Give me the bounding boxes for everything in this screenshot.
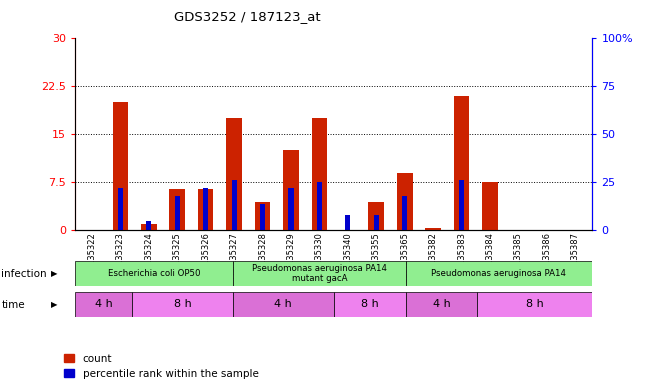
Bar xyxy=(146,221,152,230)
Legend: count, percentile rank within the sample: count, percentile rank within the sample xyxy=(64,354,258,379)
Text: 8 h: 8 h xyxy=(526,299,544,310)
Text: time: time xyxy=(1,300,25,310)
Bar xyxy=(283,151,299,230)
Bar xyxy=(312,118,327,230)
Bar xyxy=(118,188,123,230)
Bar xyxy=(374,215,379,230)
Bar xyxy=(141,224,157,230)
Bar xyxy=(198,189,214,230)
Text: 4 h: 4 h xyxy=(432,299,450,310)
Bar xyxy=(174,196,180,230)
Bar xyxy=(477,292,592,317)
Bar xyxy=(169,189,185,230)
Text: Pseudomonas aeruginosa PA14: Pseudomonas aeruginosa PA14 xyxy=(432,269,566,278)
Bar xyxy=(406,261,592,286)
Bar xyxy=(454,96,469,230)
Bar xyxy=(425,228,441,230)
Text: GDS3252 / 187123_at: GDS3252 / 187123_at xyxy=(174,10,321,23)
Bar xyxy=(402,196,408,230)
Bar xyxy=(233,261,406,286)
Bar xyxy=(459,180,464,230)
Bar xyxy=(75,292,132,317)
Text: 8 h: 8 h xyxy=(361,299,378,310)
Bar xyxy=(345,215,350,230)
Bar xyxy=(333,292,406,317)
Bar xyxy=(317,182,322,230)
Bar xyxy=(482,182,498,230)
Text: ▶: ▶ xyxy=(51,300,57,309)
Text: ▶: ▶ xyxy=(51,269,57,278)
Bar xyxy=(113,103,128,230)
Bar xyxy=(203,188,208,230)
Text: 8 h: 8 h xyxy=(174,299,191,310)
Bar xyxy=(255,202,270,230)
Text: infection: infection xyxy=(1,269,47,279)
Bar xyxy=(397,173,413,230)
Bar xyxy=(232,180,237,230)
Text: 4 h: 4 h xyxy=(95,299,113,310)
Bar xyxy=(288,188,294,230)
Text: Escherichia coli OP50: Escherichia coli OP50 xyxy=(107,269,201,278)
Bar xyxy=(368,202,384,230)
Bar xyxy=(75,261,233,286)
Bar xyxy=(233,292,333,317)
Bar xyxy=(260,204,265,230)
Text: Pseudomonas aeruginosa PA14
mutant gacA: Pseudomonas aeruginosa PA14 mutant gacA xyxy=(252,264,387,283)
Bar xyxy=(132,292,233,317)
Text: 4 h: 4 h xyxy=(275,299,292,310)
Bar xyxy=(406,292,477,317)
Bar xyxy=(227,118,242,230)
